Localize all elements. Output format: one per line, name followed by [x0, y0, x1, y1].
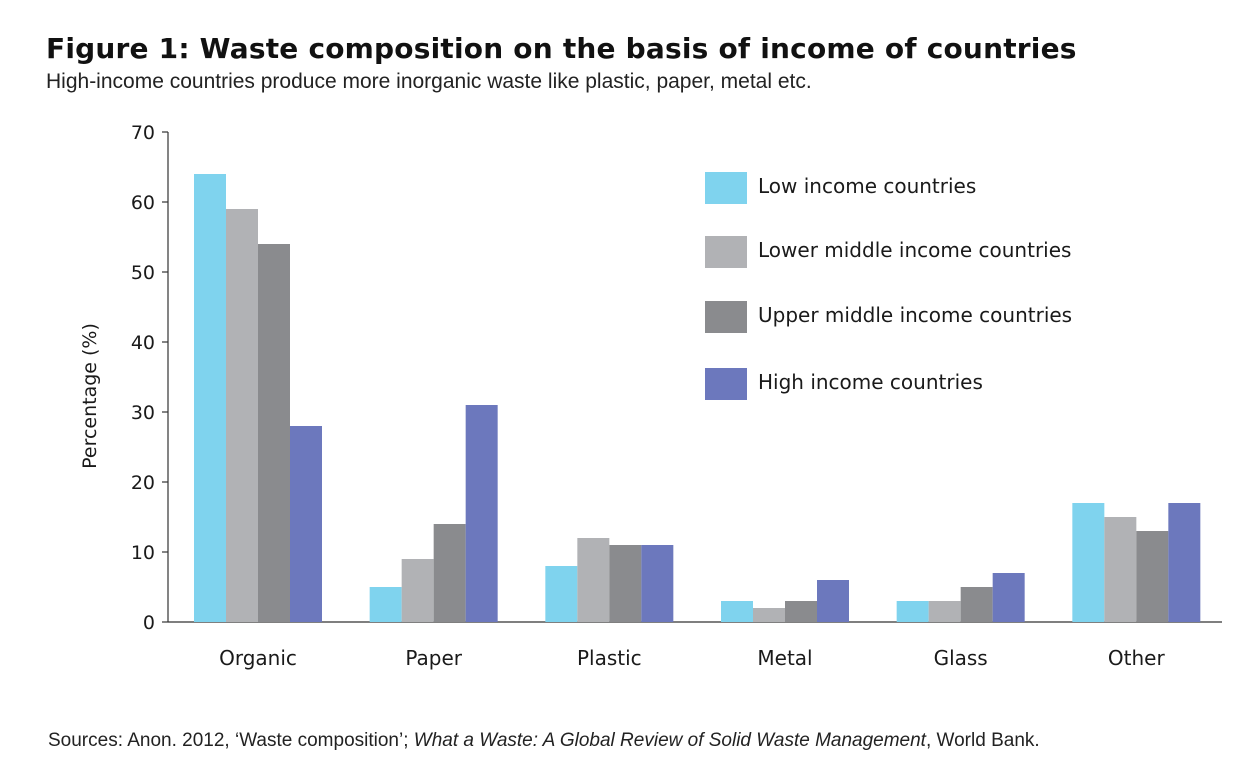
bar-other-lower-middle: [1104, 517, 1137, 622]
legend-label: Upper middle income countries: [758, 303, 1072, 327]
x-category-label: Glass: [934, 646, 988, 670]
bar-metal-high: [817, 580, 849, 622]
source-suffix: , World Bank.: [925, 730, 1040, 751]
x-category-label: Other: [1108, 646, 1166, 670]
bar-plastic-high: [641, 545, 674, 622]
bar-glass-low: [896, 601, 929, 622]
bar-organic-low: [194, 174, 226, 622]
bar-metal-upper-middle: [785, 601, 817, 622]
x-category-label: Plastic: [577, 646, 642, 670]
bar-other-low: [1072, 503, 1105, 622]
source-prefix: Sources: Anon. 2012, ‘Waste composition’…: [48, 730, 414, 751]
bar-organic-lower-middle: [226, 209, 258, 622]
y-tick-label: 70: [131, 122, 155, 144]
y-tick-label: 20: [131, 472, 155, 494]
y-tick-label: 60: [131, 192, 155, 214]
bar-glass-lower-middle: [928, 601, 961, 622]
legend-swatch-upper-middle: [705, 301, 747, 333]
bar-other-high: [1168, 503, 1201, 622]
source-note: Sources: Anon. 2012, ‘Waste composition’…: [48, 730, 1040, 752]
y-tick-label: 50: [131, 262, 155, 284]
bar-paper-low: [369, 587, 402, 622]
y-tick-label: 30: [131, 402, 155, 424]
bar-metal-low: [721, 601, 753, 622]
legend-label: High income countries: [758, 370, 983, 394]
figure-subtitle: High-income countries produce more inorg…: [46, 70, 812, 93]
x-category-label: Paper: [405, 646, 462, 670]
legend-swatch-low: [705, 172, 747, 204]
legend-swatch-lower-middle: [705, 236, 747, 268]
bar-organic-high: [290, 426, 322, 622]
bar-other-upper-middle: [1136, 531, 1169, 622]
bar-plastic-lower-middle: [577, 538, 610, 622]
bar-plastic-low: [545, 566, 578, 622]
x-category-label: Organic: [219, 646, 297, 670]
y-tick-label: 40: [131, 332, 155, 354]
y-axis-title: Percentage (%): [79, 323, 101, 469]
bar-glass-high: [992, 573, 1025, 622]
bar-organic-upper-middle: [258, 244, 290, 622]
legend-swatch-high: [705, 368, 747, 400]
y-tick-label: 0: [143, 612, 155, 634]
y-tick-label: 10: [131, 542, 155, 564]
figure-title: Figure 1: Waste composition on the basis…: [46, 32, 1077, 65]
legend-label: Low income countries: [758, 174, 976, 198]
bar-glass-upper-middle: [960, 587, 993, 622]
source-title: What a Waste: A Global Review of Solid W…: [413, 730, 926, 751]
bar-plastic-upper-middle: [609, 545, 642, 622]
bar-metal-lower-middle: [753, 608, 785, 622]
bar-paper-upper-middle: [433, 524, 466, 622]
x-category-label: Metal: [757, 646, 812, 670]
legend-label: Lower middle income countries: [758, 238, 1071, 262]
bar-paper-high: [465, 405, 498, 622]
bar-paper-lower-middle: [401, 559, 434, 622]
